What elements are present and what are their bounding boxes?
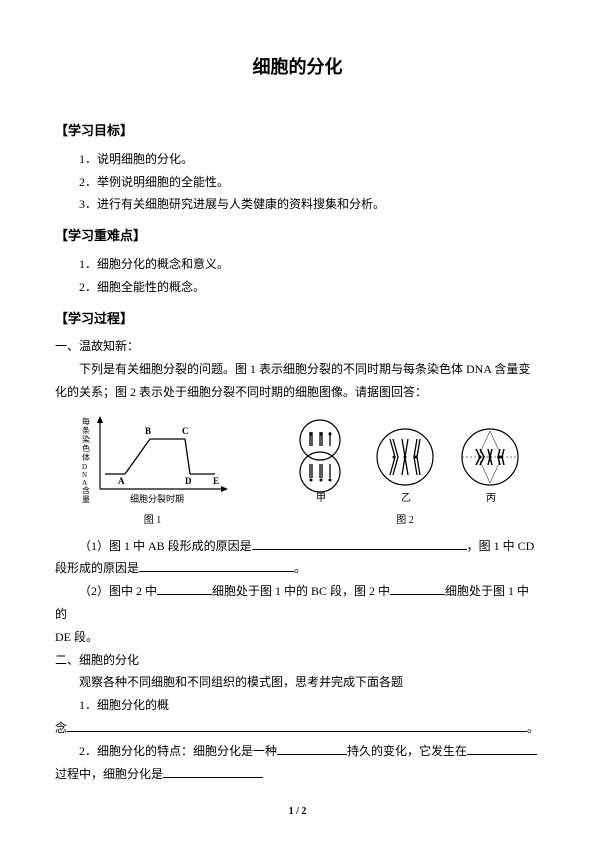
page-number: 1 / 2 xyxy=(0,802,595,821)
p2-2: 2．细胞分化的特点：细胞分化是一种 持久的变化，它发生在 xyxy=(55,740,540,763)
cell-label: 甲 xyxy=(316,493,326,504)
y-label-char: 含 xyxy=(82,485,90,495)
cell-label: 乙 xyxy=(401,492,411,504)
keypoints-header: 【学习重难点】 xyxy=(55,224,540,249)
point-label: C xyxy=(182,426,189,436)
y-label-char: 条 xyxy=(82,425,90,435)
question-2-cont: DE 段。 xyxy=(55,626,540,649)
page-title: 细胞的分化 xyxy=(55,50,540,84)
q2-text-a: （2）图中 2 中 xyxy=(79,584,157,598)
q1-text-c: 段形成的原因是 xyxy=(55,561,139,575)
p2-1: 1．细胞分化的概 xyxy=(55,694,540,717)
blank-field[interactable] xyxy=(390,582,445,595)
blank-field[interactable] xyxy=(252,537,467,550)
q1-text-b: ，图 1 中 CD xyxy=(467,539,535,553)
q1-text-a: （1）图 1 中 AB 段形成的原因是 xyxy=(79,539,252,553)
question-2: （2）图中 2 中细胞处于图 1 中的 BC 段，图 2 中细胞处于图 1 中的 xyxy=(55,580,540,626)
p2-1b: 念 xyxy=(55,721,67,735)
p2-2c: 过程中，细胞分化是 xyxy=(55,767,163,781)
y-label-char: 量 xyxy=(82,495,90,504)
x-label: 细胞分裂时期 xyxy=(130,493,184,504)
point-label: B xyxy=(145,426,151,436)
goals-header: 【学习目标】 xyxy=(55,119,540,144)
p2-2a: 2．细胞分化的特点：细胞分化是一种 xyxy=(79,744,277,758)
goal-item: 3．进行有关细胞研究进展与人类健康的资料搜集和分析。 xyxy=(55,193,540,216)
blank-field[interactable] xyxy=(139,559,294,572)
question-1: （1）图 1 中 AB 段形成的原因是 ，图 1 中 CD xyxy=(55,535,540,558)
question-1-cont: 段形成的原因是 。 xyxy=(55,557,540,580)
p2-1-cont: 念。 xyxy=(55,717,540,740)
blank-field[interactable] xyxy=(277,742,347,755)
part1-heading: 一、温故知新： xyxy=(55,335,540,358)
point-label: A xyxy=(118,476,125,486)
y-label-char: N xyxy=(82,471,87,479)
y-label-char: 体 xyxy=(82,452,90,462)
part2-intro: 观察各种不同细胞和不同组织的模式图，思考并完成下面各题 xyxy=(55,671,540,694)
blank-field[interactable] xyxy=(157,582,212,595)
part2-heading: 二、细胞的分化 xyxy=(55,649,540,672)
cell-label: 丙 xyxy=(486,493,496,504)
y-label-char: 每 xyxy=(82,416,90,426)
keypoint-item: 2．细胞全能性的概念。 xyxy=(55,276,540,299)
point-label: D xyxy=(185,476,192,486)
goal-item: 1．说明细胞的分化。 xyxy=(55,148,540,171)
goal-item: 2．举例说明细胞的全能性。 xyxy=(55,171,540,194)
p2-1c: 。 xyxy=(527,721,539,735)
p2-2-cont: 过程中，细胞分化是 xyxy=(55,763,540,786)
keypoint-item: 1．细胞分化的概念和意义。 xyxy=(55,253,540,276)
point-label: E xyxy=(213,476,219,486)
y-label-char: 色 xyxy=(82,443,90,453)
figure-2: 甲 乙 丙 图 2 xyxy=(280,419,530,530)
figures-row: 每 条 染 色 体 D N A 含 量 A B C D E xyxy=(55,409,540,530)
figure-1: 每 条 染 色 体 D N A 含 量 A B C D E xyxy=(75,414,230,530)
fig1-caption: 图 1 xyxy=(144,511,162,530)
p2-2b: 持久的变化，它发生在 xyxy=(347,744,467,758)
chart-svg: 每 条 染 色 体 D N A 含 量 A B C D E xyxy=(75,414,230,509)
y-label-char: 染 xyxy=(82,434,90,444)
part1-intro: 下列是有关细胞分裂的问题。图 1 表示细胞分裂的不同时期与每条染色体 DNA 含… xyxy=(55,358,540,404)
blank-field[interactable] xyxy=(67,719,527,732)
y-label-char: D xyxy=(82,463,87,471)
fig2-caption: 图 2 xyxy=(396,511,414,530)
process-header: 【学习过程】 xyxy=(55,307,540,332)
blank-field[interactable] xyxy=(163,765,263,778)
q1-text-d: 。 xyxy=(294,561,306,575)
q2-text-b: 细胞处于图 1 中的 BC 段，图 2 中 xyxy=(212,584,390,598)
blank-field[interactable] xyxy=(467,742,537,755)
cells-svg: 甲 乙 丙 xyxy=(280,419,530,509)
